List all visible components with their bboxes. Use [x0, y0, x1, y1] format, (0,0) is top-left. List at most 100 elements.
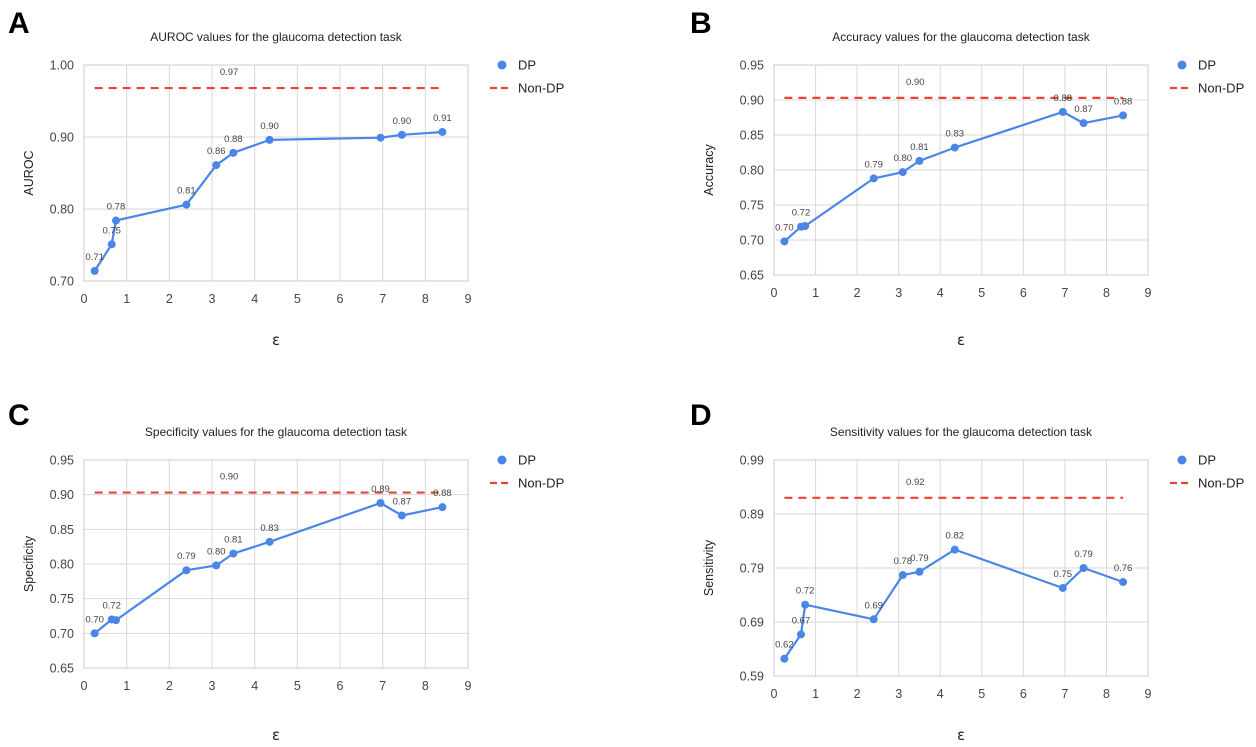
data-label: 0.79 — [177, 551, 196, 562]
legend-label-dp: DP — [1198, 58, 1216, 73]
plot-frame — [83, 459, 469, 669]
y-tick-label: 0.79 — [740, 562, 764, 576]
data-label: 0.81 — [177, 186, 196, 197]
y-tick-label: 0.70 — [740, 234, 764, 248]
x-tick-label: 5 — [978, 286, 985, 300]
x-tick-label: 8 — [1103, 687, 1110, 701]
data-point — [801, 600, 810, 609]
data-point — [801, 222, 810, 230]
x-tick-label: 2 — [166, 292, 173, 306]
data-point — [397, 511, 406, 520]
x-tick-label: 3 — [209, 679, 216, 693]
x-tick-label: 3 — [895, 687, 902, 701]
x-tick-label: 1 — [812, 687, 819, 701]
data-point — [797, 630, 806, 639]
data-point — [265, 537, 274, 546]
x-tick-label: 1 — [123, 679, 130, 693]
data-point — [915, 156, 924, 165]
x-tick-label: 2 — [854, 687, 861, 701]
y-tick-label: 0.80 — [740, 164, 764, 178]
data-point — [1119, 111, 1128, 120]
data-label: 0.83 — [260, 523, 279, 534]
data-point — [1119, 578, 1128, 587]
y-tick-label: 0.80 — [50, 203, 74, 217]
data-point — [182, 566, 191, 575]
x-tick-label: 7 — [1061, 687, 1068, 701]
legend-marker-dp — [1177, 455, 1187, 465]
data-label: 0.75 — [1054, 569, 1073, 580]
data-label: 0.80 — [894, 153, 913, 164]
x-tick-label: 3 — [895, 286, 902, 300]
x-tick-label: 9 — [465, 679, 472, 693]
data-point — [112, 216, 120, 225]
data-point — [1079, 119, 1088, 128]
data-point — [438, 503, 447, 512]
data-label: 0.86 — [207, 146, 226, 157]
data-label: 0.88 — [433, 488, 452, 499]
x-tick-label: 0 — [771, 286, 778, 300]
series-line-dp — [93, 130, 443, 272]
y-tick-label: 1.00 — [50, 59, 74, 73]
data-label: 0.62 — [775, 640, 794, 651]
legend: DP Non-DP — [1170, 453, 1244, 491]
series-line-dp — [783, 548, 1124, 660]
y-tick-label: 0.90 — [740, 94, 764, 108]
x-axis-label: ε — [957, 726, 965, 744]
x-tick-label: 7 — [379, 679, 386, 693]
y-tick-label: 0.80 — [50, 558, 74, 572]
legend: DP Non-DP — [490, 453, 564, 491]
data-label: 0.79 — [1074, 549, 1093, 560]
x-tick-label: 6 — [1020, 286, 1027, 300]
y-tick-label: 0.85 — [740, 129, 764, 143]
panel-letter: D — [690, 399, 712, 432]
y-tick-label: 0.75 — [740, 199, 764, 213]
legend-label-non-dp: Non-DP — [518, 476, 564, 491]
chart-panel-a: A AUROC values for the glaucoma detection… — [8, 7, 564, 349]
data-point — [376, 498, 385, 507]
x-axis-label: ε — [272, 331, 280, 349]
y-tick-label: 0.59 — [740, 670, 764, 684]
x-tick-label: 8 — [422, 292, 429, 306]
data-label: 0.97 — [220, 67, 239, 78]
chart-panel-d: D Sensitivity values for the glaucoma det… — [690, 399, 1244, 744]
data-label: 0.80 — [207, 546, 226, 557]
legend: DP Non-DP — [490, 58, 564, 96]
data-point — [265, 135, 274, 144]
legend-marker-dp — [497, 455, 507, 465]
x-tick-label: 5 — [294, 292, 301, 306]
y-tick-label: 0.95 — [50, 454, 74, 468]
data-point — [1058, 583, 1067, 592]
x-tick-label: 0 — [771, 687, 778, 701]
data-point — [397, 130, 406, 139]
data-point — [438, 127, 447, 136]
x-tick-label: 9 — [1145, 687, 1152, 701]
legend-label-dp: DP — [518, 58, 536, 73]
legend-marker-dp — [1177, 60, 1187, 70]
x-tick-label: 6 — [337, 679, 344, 693]
data-point — [212, 561, 221, 570]
data-label: 0.78 — [107, 202, 126, 213]
data-label: 0.71 — [85, 252, 104, 263]
chart-title: AUROC values for the glaucoma detection … — [150, 30, 402, 44]
data-point — [950, 545, 959, 554]
data-label: 0.87 — [1074, 104, 1093, 115]
x-axis-label: ε — [272, 726, 280, 744]
y-tick-label: 0.90 — [50, 131, 74, 145]
x-tick-label: 7 — [1061, 286, 1068, 300]
chart-panel-c: C Specificity values for the glaucoma det… — [8, 399, 564, 744]
data-label: 0.88 — [1054, 93, 1073, 104]
x-tick-label: 1 — [123, 292, 130, 306]
data-label: 0.88 — [1114, 96, 1133, 107]
data-label: 0.72 — [102, 600, 121, 611]
legend-label-non-dp: Non-DP — [1198, 81, 1244, 96]
y-tick-label: 0.95 — [740, 59, 764, 73]
x-axis-label: ε — [957, 331, 965, 349]
data-point — [376, 133, 385, 142]
y-tick-label: 0.70 — [50, 627, 74, 641]
y-tick-label: 0.85 — [50, 523, 74, 537]
x-tick-label: 0 — [81, 292, 88, 306]
y-tick-label: 0.65 — [740, 269, 764, 283]
legend-label-dp: DP — [518, 453, 536, 468]
data-point — [107, 240, 116, 249]
